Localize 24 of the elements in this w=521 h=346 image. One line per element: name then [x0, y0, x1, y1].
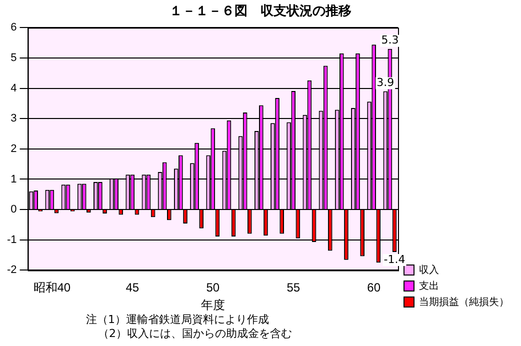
y-tick-label: 5	[10, 52, 17, 64]
y-tick-label: 0	[10, 204, 17, 216]
x-tick-label: 50	[206, 280, 220, 295]
data-label: 3.9	[376, 76, 394, 90]
y-tick-label: -1	[7, 234, 17, 246]
chart-title: １－１－６図 収支状況の推移	[168, 3, 352, 20]
x-tick-label: 55	[286, 280, 300, 295]
x-axis-title: 年度	[200, 298, 225, 312]
y-tick-label: 3	[10, 112, 17, 125]
data-label: -1.4	[384, 252, 406, 266]
x-tick-label: 45	[126, 280, 140, 295]
text: 注（1）運輸省鉄道局資料により作成	[86, 313, 270, 327]
legend-label: 当期損益（純損失）	[419, 296, 509, 308]
text: （2）収入には、国からの助成金を含む	[97, 327, 292, 341]
legend-label: 支出	[419, 280, 439, 292]
y-tick-label: 6	[10, 22, 17, 34]
y-tick-label: 1	[10, 173, 17, 186]
x-tick-label: 60	[367, 280, 381, 295]
y-tick-label: -2	[7, 264, 17, 276]
y-tick-label: 4	[10, 82, 17, 94]
legend-label: 収入	[419, 264, 439, 276]
y-tick-label: 2	[10, 142, 17, 155]
data-label: 5.3	[381, 34, 399, 47]
x-tick-label: 昭和40	[33, 280, 71, 295]
